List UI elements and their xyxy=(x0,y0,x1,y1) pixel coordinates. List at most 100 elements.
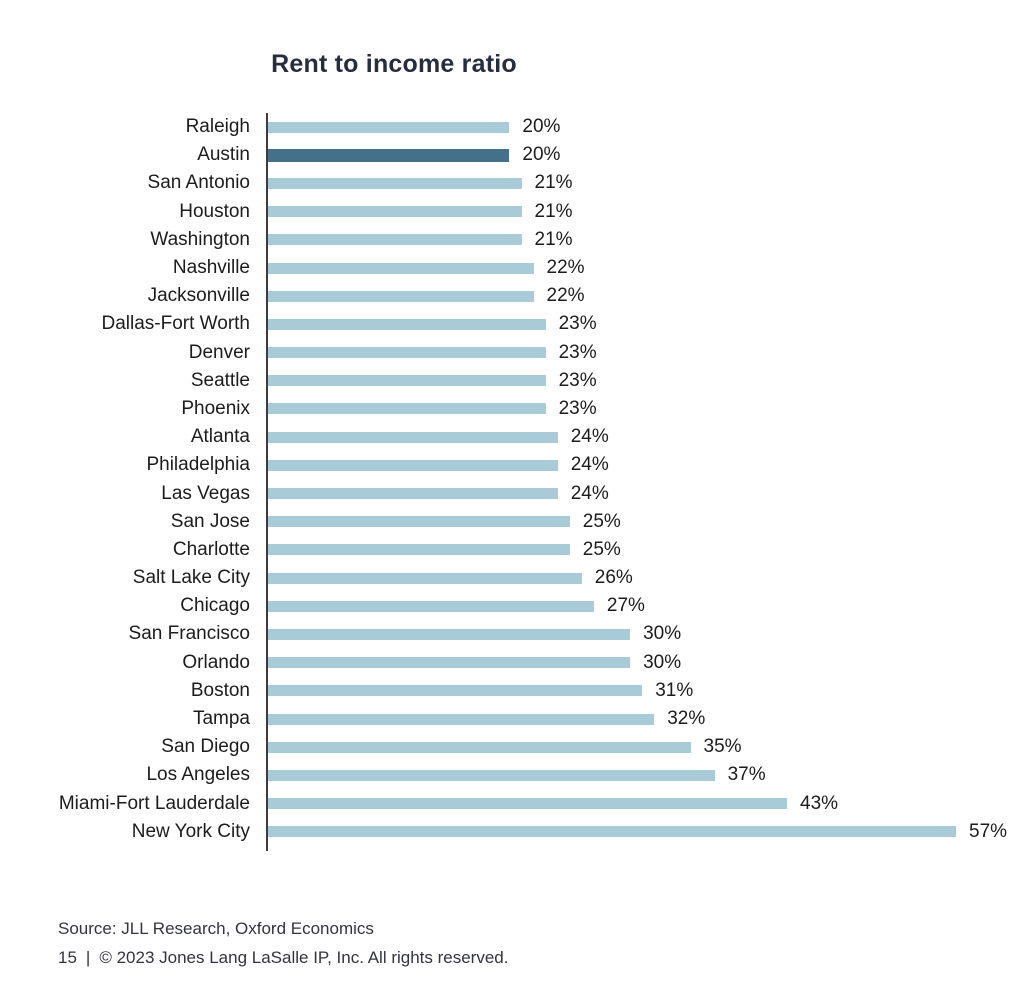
rent-to-income-bar-chart: Raleigh 20% Austin 20% San Antonio 21% Houston… xyxy=(0,113,1024,846)
bar-category-label: Charlotte xyxy=(172,538,250,560)
bar-plot-area: 30% xyxy=(268,652,1024,674)
footer-separator: | xyxy=(85,948,91,967)
bar-value-label: 21% xyxy=(534,172,573,194)
y-axis-line xyxy=(266,113,268,851)
bar xyxy=(268,572,582,584)
bar-category-label: Houston xyxy=(179,200,250,222)
bar-row: Dallas-Fort Worth 23% xyxy=(0,310,1024,338)
bar-category-label: Boston xyxy=(190,679,250,701)
bar xyxy=(268,769,715,781)
chart-title: Rent to income ratio xyxy=(271,50,517,78)
bar-row: Charlotte 25% xyxy=(0,536,1024,564)
bar-category-label: Los Angeles xyxy=(146,764,250,786)
bar-value-label: 20% xyxy=(522,144,561,166)
bar-value-label: 22% xyxy=(546,257,585,279)
bar-plot-area: 24% xyxy=(268,426,1024,448)
bar-plot-area: 22% xyxy=(268,285,1024,307)
bar-category-label: Denver xyxy=(188,341,250,363)
bar-plot-area: 21% xyxy=(268,229,1024,251)
bar xyxy=(268,600,594,612)
bar-row: Austin 20% xyxy=(0,141,1024,169)
bar-row: Las Vegas 24% xyxy=(0,479,1024,507)
bar-value-label: 35% xyxy=(703,736,742,758)
bar xyxy=(268,544,570,556)
bar-value-label: 30% xyxy=(643,623,682,645)
bar-plot-area: 32% xyxy=(268,708,1024,730)
bar-row: Philadelphia 24% xyxy=(0,451,1024,479)
bar-value-label: 30% xyxy=(643,651,682,673)
bar-category-label: San Francisco xyxy=(128,623,250,645)
highlighted-bar xyxy=(268,148,510,162)
bar-plot-area: 23% xyxy=(268,342,1024,364)
bar-category-label: Las Vegas xyxy=(161,482,250,504)
bar-value-label: 21% xyxy=(534,228,573,250)
bar-category-label: New York City xyxy=(131,820,250,842)
bar-value-label: 20% xyxy=(522,116,561,138)
bar-value-label: 21% xyxy=(534,200,573,222)
bar xyxy=(268,657,631,669)
bar-row: Jacksonville 22% xyxy=(0,282,1024,310)
bar-value-label: 23% xyxy=(558,341,597,363)
bar-category-label: Seattle xyxy=(190,369,250,391)
bar-value-label: 22% xyxy=(546,285,585,307)
bar-category-label: Phoenix xyxy=(181,397,250,419)
bar-category-label: Austin xyxy=(197,144,250,166)
bar-row: Phoenix 23% xyxy=(0,395,1024,423)
bar-value-label: 26% xyxy=(594,567,633,589)
copyright-line: 15 | © 2023 Jones Lang LaSalle IP, Inc. … xyxy=(58,948,508,968)
bar-category-label: San Jose xyxy=(170,510,250,532)
bar xyxy=(268,459,558,471)
bar xyxy=(268,290,534,302)
bar-plot-area: 20% xyxy=(268,116,1024,138)
bar-plot-area: 30% xyxy=(268,623,1024,645)
bar-row: Raleigh 20% xyxy=(0,113,1024,141)
bar xyxy=(268,234,522,246)
bar xyxy=(268,347,546,359)
bar-plot-area: 37% xyxy=(268,764,1024,786)
bar-row: Denver 23% xyxy=(0,339,1024,367)
bar-category-label: Salt Lake City xyxy=(132,567,250,589)
bar-row: Atlanta 24% xyxy=(0,423,1024,451)
bar-plot-area: 43% xyxy=(268,793,1024,815)
bar-plot-area: 20% xyxy=(268,144,1024,166)
bar-row: Salt Lake City 26% xyxy=(0,564,1024,592)
bar-plot-area: 25% xyxy=(268,539,1024,561)
bar-category-label: Chicago xyxy=(180,595,250,617)
bar xyxy=(268,262,534,274)
bar-category-label: Miami-Fort Lauderdale xyxy=(58,792,250,814)
bar xyxy=(268,121,510,133)
bar-value-label: 32% xyxy=(667,708,706,730)
bar xyxy=(268,628,631,640)
bar xyxy=(268,431,558,443)
bar xyxy=(268,403,546,415)
bar-value-label: 24% xyxy=(570,426,609,448)
bar-row: San Francisco 30% xyxy=(0,620,1024,648)
bar xyxy=(268,375,546,387)
bar-row: Boston 31% xyxy=(0,677,1024,705)
bar-category-label: Orlando xyxy=(182,651,250,673)
bar-row: Seattle 23% xyxy=(0,367,1024,395)
bar xyxy=(268,177,522,189)
bar-category-label: Tampa xyxy=(192,708,250,730)
bar-row: San Antonio 21% xyxy=(0,169,1024,197)
bar xyxy=(268,741,691,753)
bar-plot-area: 57% xyxy=(268,821,1024,843)
copyright-text: © 2023 Jones Lang LaSalle IP, Inc. All r… xyxy=(99,948,509,967)
bar-row: Tampa 32% xyxy=(0,705,1024,733)
bar-row: Washington 21% xyxy=(0,226,1024,254)
bar xyxy=(268,826,956,838)
bar-row: Miami-Fort Lauderdale 43% xyxy=(0,790,1024,818)
bar-value-label: 37% xyxy=(727,764,766,786)
bar-plot-area: 25% xyxy=(268,511,1024,533)
bar-value-label: 24% xyxy=(570,482,609,504)
bar-plot-area: 22% xyxy=(268,257,1024,279)
bar-plot-area: 23% xyxy=(268,313,1024,335)
bar-value-label: 27% xyxy=(606,595,645,617)
bar-row: Chicago 27% xyxy=(0,592,1024,620)
bar-category-label: Nashville xyxy=(172,257,250,279)
bar-plot-area: 26% xyxy=(268,567,1024,589)
bar xyxy=(268,798,787,810)
bar-row: Orlando 30% xyxy=(0,649,1024,677)
bar xyxy=(268,318,546,330)
bar-value-label: 25% xyxy=(582,538,621,560)
